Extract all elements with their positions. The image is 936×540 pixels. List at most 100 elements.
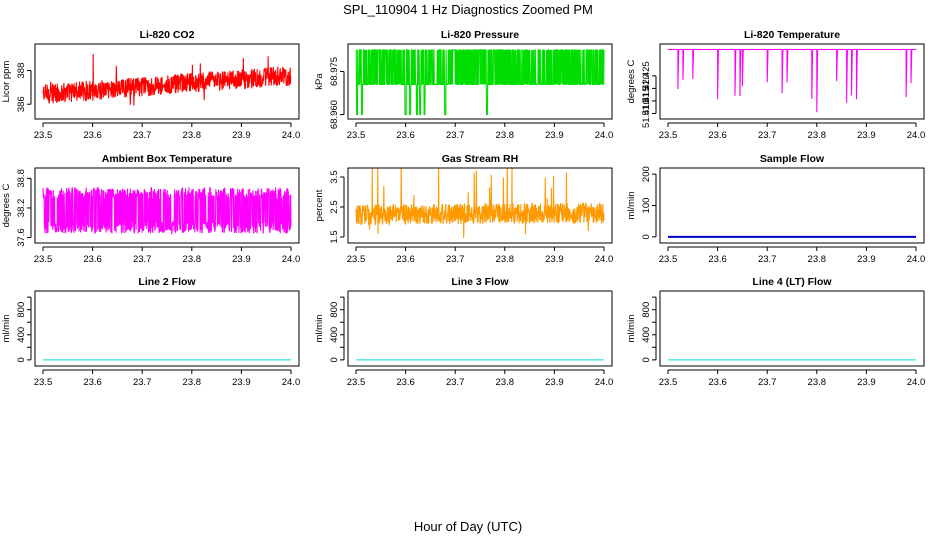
line4-flow-x-tick-label: 23.6 — [708, 377, 727, 388]
li820-pressure-x-tick-label: 24.0 — [595, 130, 614, 141]
line2-flow-x-tick-label: 23.6 — [83, 377, 102, 388]
ambient-box-temperature-x-tick-label: 24.0 — [282, 254, 301, 265]
line3-flow-y-tick-label: 400 — [329, 327, 340, 343]
sample-flow-plot-frame — [659, 167, 925, 244]
line2-flow-plot-frame — [34, 290, 300, 367]
sample-flow-x-tick-label: 23.9 — [857, 254, 876, 265]
li820-temperature-ylabel: degrees C — [626, 59, 637, 103]
line4-flow-x-tick-label: 23.7 — [758, 377, 777, 388]
ambient-box-temperature-plot-frame — [34, 167, 300, 244]
li820-co2-panel: Li-820 CO2 23.5 23.6 23.7 23.8 23.9 24.0 386 388… — [1, 29, 300, 141]
li820-co2-x-tick-label: 24.0 — [282, 130, 301, 141]
ambient-box-temperature-x-tick-label: 23.8 — [183, 254, 202, 265]
sample-flow-x-tick-label: 23.8 — [808, 254, 827, 265]
li820-temperature-y-tick-label: 51.420 — [641, 74, 652, 103]
ambient-box-temperature-panel: Ambient Box Temperature 23.5 23.6 23.7 23.8 2… — [1, 153, 300, 265]
line2-flow-x-tick-label: 24.0 — [282, 377, 301, 388]
li820-temperature-x-tick-label: 23.7 — [758, 130, 777, 141]
line3-flow-x-tick-label: 23.5 — [347, 377, 366, 388]
gas-stream-rh-panel: Gas Stream RH 23.5 23.6 23.7 23.8 23.9 24.0 1.5… — [314, 153, 613, 265]
sample-flow-x-tick-label: 24.0 — [907, 254, 926, 265]
line2-flow-x-tick-label: 23.8 — [183, 377, 202, 388]
sample-flow-x-tick-label: 23.7 — [758, 254, 777, 265]
sample-flow-y-tick-label: 0 — [641, 234, 652, 239]
line2-flow-x-tick-label: 23.9 — [232, 377, 251, 388]
ambient-box-temperature-y-tick-label: 38.2 — [16, 199, 27, 218]
line4-flow-title: Line 4 (LT) Flow — [752, 276, 832, 288]
ambient-box-temperature-x-tick-label: 23.7 — [133, 254, 152, 265]
line3-flow-ylabel: ml/min — [314, 315, 325, 343]
sample-flow-x-tick-label: 23.5 — [659, 254, 678, 265]
li820-co2-plot-frame — [34, 43, 300, 120]
li820-temperature-x-tick-label: 23.9 — [857, 130, 876, 141]
li820-temperature-y-tick-label: 51.425 — [641, 61, 652, 90]
gas-stream-rh-x-tick-label: 23.9 — [545, 254, 564, 265]
sample-flow-panel: Sample Flow 23.5 23.6 23.7 23.8 23.9 24.0 0 100 2… — [626, 153, 925, 265]
li820-temperature-plot-frame — [659, 43, 925, 120]
line3-flow-x-tick-label: 24.0 — [595, 377, 614, 388]
sample-flow-y-tick-label: 200 — [641, 166, 652, 182]
gas-stream-rh-ylabel: percent — [314, 189, 325, 221]
li820-pressure-title: Li-820 Pressure — [441, 29, 519, 41]
li820-co2-y-tick-label: 388 — [16, 63, 27, 79]
line4-flow-x-tick-label: 23.5 — [659, 377, 678, 388]
li820-pressure-x-tick-label: 23.8 — [496, 130, 515, 141]
li820-co2-series — [42, 53, 292, 106]
li820-co2-title: Li-820 CO2 — [140, 29, 195, 41]
line2-flow-y-tick-label: 800 — [16, 302, 27, 318]
gas-stream-rh-x-tick-label: 23.6 — [396, 254, 415, 265]
li820-co2-y-tick-label: 386 — [16, 96, 27, 112]
line3-flow-x-tick-label: 23.6 — [396, 377, 415, 388]
line2-flow-y-tick-label: 0 — [16, 357, 27, 362]
line2-flow-x-tick-label: 23.7 — [133, 377, 152, 388]
sample-flow-x-tick-label: 23.6 — [708, 254, 727, 265]
li820-temperature-title: Li-820 Temperature — [744, 29, 840, 41]
li820-co2-x-tick-label: 23.7 — [133, 130, 152, 141]
line3-flow-x-tick-label: 23.8 — [496, 377, 515, 388]
line4-flow-panel: Line 4 (LT) Flow 23.5 23.6 23.7 23.8 23.9 24.0… — [626, 276, 925, 388]
li820-co2-x-tick-label: 23.5 — [34, 130, 53, 141]
li820-temperature-y-tick-label: 51.415 — [641, 86, 652, 115]
line3-flow-y-tick-label: 800 — [329, 302, 340, 318]
li820-pressure-plot-frame — [347, 43, 613, 120]
ambient-box-temperature-x-tick-label: 23.6 — [83, 254, 102, 265]
line3-flow-plot-frame — [347, 290, 613, 367]
line4-flow-x-tick-label: 24.0 — [907, 377, 926, 388]
gas-stream-rh-plot-frame — [347, 167, 613, 244]
li820-pressure-y-tick-label: 68.975 — [329, 57, 340, 86]
li820-temperature-series — [668, 48, 916, 113]
figure-xlabel: Hour of Day (UTC) — [414, 519, 522, 534]
li820-pressure-panel: Li-820 Pressure 23.5 23.6 23.7 23.8 23.9 24.0 6… — [314, 29, 613, 141]
line3-flow-y-tick-label: 0 — [329, 357, 340, 362]
ambient-box-temperature-y-tick-label: 37.6 — [16, 228, 27, 247]
gas-stream-rh-y-tick-label: 3.5 — [329, 170, 340, 183]
panel-grid: Li-820 CO2 23.5 23.6 23.7 23.8 23.9 24.0 386 388… — [1, 29, 925, 388]
ambient-box-temperature-title: Ambient Box Temperature — [102, 153, 233, 165]
gas-stream-rh-y-tick-label: 1.5 — [329, 230, 340, 243]
line4-flow-ylabel: ml/min — [626, 315, 637, 343]
gas-stream-rh-x-tick-label: 24.0 — [595, 254, 614, 265]
ambient-box-temperature-series — [42, 186, 292, 236]
gas-stream-rh-x-tick-label: 23.5 — [347, 254, 366, 265]
line3-flow-panel: Line 3 Flow 23.5 23.6 23.7 23.8 23.9 24.0 0 400 8… — [314, 276, 613, 388]
li820-pressure-x-tick-label: 23.9 — [545, 130, 564, 141]
gas-stream-rh-x-tick-label: 23.8 — [496, 254, 515, 265]
li820-temperature-y-tick-label: 51.410 — [641, 99, 652, 128]
line4-flow-x-tick-label: 23.8 — [808, 377, 827, 388]
gas-stream-rh-series — [355, 168, 605, 239]
li820-temperature-x-tick-label: 23.6 — [708, 130, 727, 141]
ambient-box-temperature-x-tick-label: 23.5 — [34, 254, 53, 265]
line4-flow-plot-frame — [659, 290, 925, 367]
li820-temperature-x-tick-label: 24.0 — [907, 130, 926, 141]
li820-pressure-ylabel: kPa — [314, 73, 325, 90]
ambient-box-temperature-ylabel: degrees C — [1, 183, 12, 227]
figure-title: SPL_110904 1 Hz Diagnostics Zoomed PM — [343, 2, 593, 17]
line3-flow-x-tick-label: 23.9 — [545, 377, 564, 388]
line4-flow-y-tick-label: 0 — [641, 357, 652, 362]
line4-flow-y-tick-label: 400 — [641, 327, 652, 343]
sample-flow-title: Sample Flow — [760, 153, 825, 165]
li820-pressure-series — [355, 49, 605, 116]
ambient-box-temperature-x-tick-label: 23.9 — [232, 254, 251, 265]
ambient-box-temperature-y-tick-label: 38.8 — [16, 169, 27, 188]
